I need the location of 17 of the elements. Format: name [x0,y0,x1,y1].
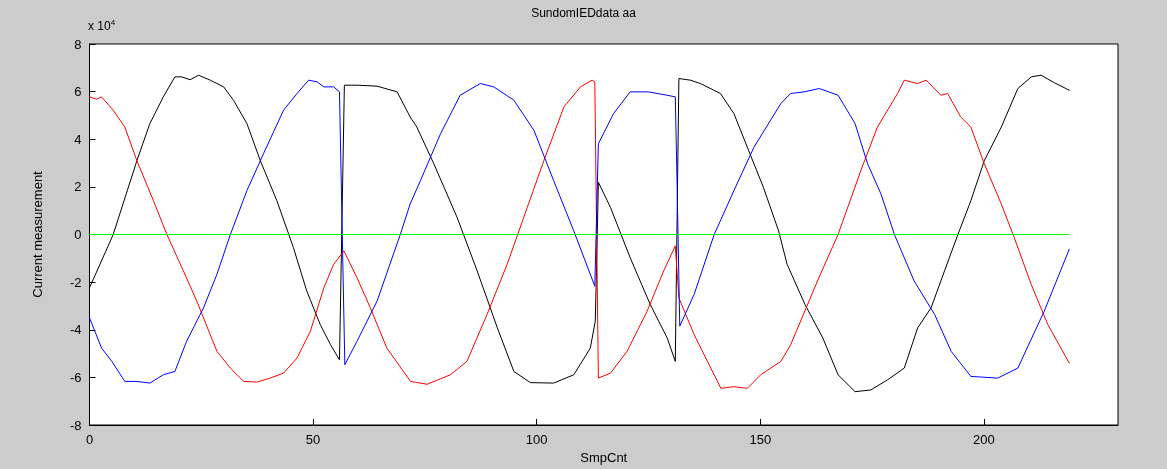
y-tick-label: 0 [74,227,82,242]
x-tick-label: 50 [305,432,321,447]
y-tick-label: 6 [74,84,82,100]
x-tick-label: 200 [973,432,995,447]
y-tick-label: -6 [69,369,82,385]
x-axis-title: SmpCnt [580,449,628,465]
y-tick-label: 2 [74,179,82,195]
x-tick-label: 150 [749,432,772,447]
x-tick-label: 0 [85,432,94,447]
y-tick-label: 4 [74,131,82,147]
y-tick-label: -4 [69,322,82,338]
y-axis-title: Current measurement [29,170,45,298]
x-tick-label: 100 [525,432,548,447]
chart-title: SundomIEDdata aa [531,6,637,20]
y-tick-label: 8 [74,36,82,52]
y-tick-label: -8 [69,417,82,433]
y-tick-label: -2 [69,274,82,290]
